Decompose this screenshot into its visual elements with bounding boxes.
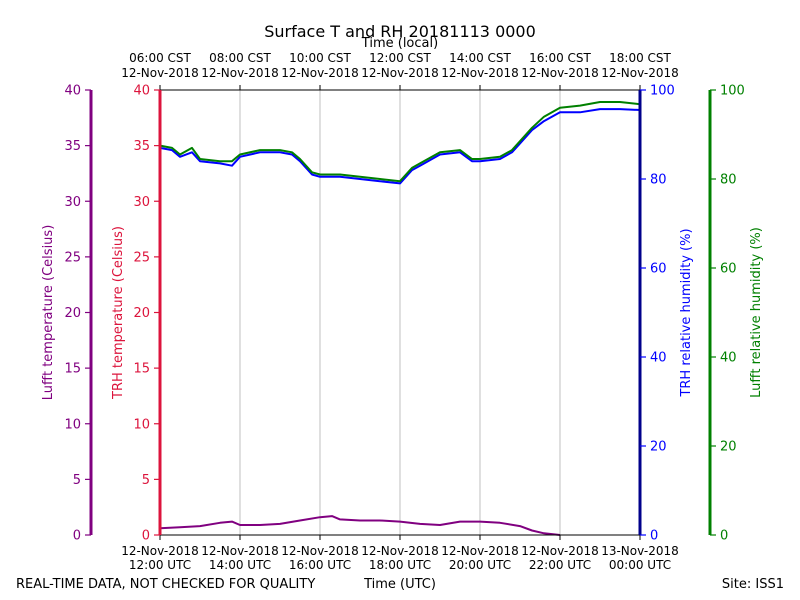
x-bottom-tick-date: 13-Nov-2018 bbox=[601, 544, 679, 558]
y-tick-label-trh_rh: 80 bbox=[650, 173, 667, 188]
x-top-tick-time: 16:00 CST bbox=[529, 51, 591, 65]
x-bottom-tick-time: 14:00 UTC bbox=[209, 558, 271, 572]
y-tick-label-trh_temp: 0 bbox=[142, 529, 150, 544]
y-tick-label-lufft_rh: 40 bbox=[720, 351, 737, 366]
quality-disclaimer: REAL-TIME DATA, NOT CHECKED FOR QUALITY bbox=[16, 577, 315, 592]
x-top-tick-time: 10:00 CST bbox=[289, 51, 351, 65]
y-tick-label-lufft_temp: 40 bbox=[64, 84, 81, 99]
y-axis-label-trh_rh: TRH relative humidity (%) bbox=[679, 228, 694, 397]
x-bottom-tick-time: 12:00 UTC bbox=[129, 558, 191, 572]
x-top-tick-time: 18:00 CST bbox=[609, 51, 671, 65]
y-axis-label-lufft_rh: Lufft relative humidity (%) bbox=[749, 227, 764, 398]
series-line-trh_rh bbox=[159, 108, 641, 185]
y-axis-label-lufft_temp: Lufft temperature (Celsius) bbox=[41, 225, 56, 401]
y-tick-label-trh_rh: 20 bbox=[650, 440, 667, 455]
x-bottom-tick-time: 00:00 UTC bbox=[609, 558, 671, 572]
y-tick-label-lufft_rh: 60 bbox=[720, 262, 737, 277]
y-tick-label-lufft_rh: 0 bbox=[720, 529, 728, 544]
series-line-lufft_temp bbox=[159, 515, 561, 536]
y-tick-label-lufft_temp: 5 bbox=[73, 473, 81, 488]
y-tick-label-trh_temp: 40 bbox=[133, 84, 150, 99]
y-tick-label-lufft_temp: 15 bbox=[64, 362, 81, 377]
grid-layer bbox=[239, 90, 561, 535]
x-bottom-tick-date: 12-Nov-2018 bbox=[441, 544, 519, 558]
x-top-tick-date: 12-Nov-2018 bbox=[361, 66, 439, 80]
y-tick-label-trh_temp: 20 bbox=[133, 306, 150, 321]
x-bottom-tick-date: 12-Nov-2018 bbox=[201, 544, 279, 558]
y-tick-label-trh_rh: 0 bbox=[650, 529, 658, 544]
y-tick-label-lufft_rh: 20 bbox=[720, 440, 737, 455]
x-bottom-tick-date: 12-Nov-2018 bbox=[281, 544, 359, 558]
y-tick-label-trh_temp: 10 bbox=[133, 417, 150, 432]
series-layer bbox=[159, 101, 641, 536]
x-bottom-tick-time: 18:00 UTC bbox=[369, 558, 431, 572]
y-tick-label-lufft_temp: 35 bbox=[64, 139, 81, 154]
y-tick-label-lufft_temp: 25 bbox=[64, 250, 81, 265]
y-tick-label-trh_temp: 5 bbox=[142, 473, 150, 488]
y-tick-label-lufft_rh: 80 bbox=[720, 173, 737, 188]
y-tick-label-trh_temp: 25 bbox=[133, 250, 150, 265]
x-top-tick-time: 08:00 CST bbox=[209, 51, 271, 65]
y-tick-label-lufft_temp: 30 bbox=[64, 195, 81, 210]
x-top-tick-date: 12-Nov-2018 bbox=[441, 66, 519, 80]
y-tick-label-lufft_temp: 10 bbox=[64, 417, 81, 432]
y-tick-label-lufft_rh: 100 bbox=[720, 84, 745, 99]
y-tick-label-trh_rh: 100 bbox=[650, 84, 675, 99]
y-tick-label-trh_rh: 60 bbox=[650, 262, 667, 277]
x-bottom-tick-time: 20:00 UTC bbox=[449, 558, 511, 572]
top-axis-label: Time (local) bbox=[361, 36, 438, 51]
x-top-tick-date: 12-Nov-2018 bbox=[601, 66, 679, 80]
y-tick-label-lufft_temp: 20 bbox=[64, 306, 81, 321]
x-top-tick-time: 12:00 CST bbox=[369, 51, 431, 65]
y-tick-label-trh_temp: 15 bbox=[133, 362, 150, 377]
y-tick-label-trh_temp: 35 bbox=[133, 139, 150, 154]
x-top-tick-date: 12-Nov-2018 bbox=[121, 66, 199, 80]
y-tick-label-trh_rh: 40 bbox=[650, 351, 667, 366]
x-top-tick-date: 12-Nov-2018 bbox=[201, 66, 279, 80]
x-top-tick-date: 12-Nov-2018 bbox=[521, 66, 599, 80]
bottom-axis-label: Time (UTC) bbox=[363, 577, 436, 592]
y-axis-label-trh_temp: TRH temperature (Celsius) bbox=[111, 226, 126, 400]
series-line-lufft_rh bbox=[159, 101, 641, 183]
y-tick-label-lufft_temp: 0 bbox=[73, 529, 81, 544]
x-top-tick-date: 12-Nov-2018 bbox=[281, 66, 359, 80]
x-bottom-tick-date: 12-Nov-2018 bbox=[121, 544, 199, 558]
y-tick-label-trh_temp: 30 bbox=[133, 195, 150, 210]
x-top-tick-time: 06:00 CST bbox=[129, 51, 191, 65]
x-bottom-tick-time: 16:00 UTC bbox=[289, 558, 351, 572]
x-bottom-tick-time: 22:00 UTC bbox=[529, 558, 591, 572]
x-top-tick-time: 14:00 CST bbox=[449, 51, 511, 65]
x-bottom-tick-date: 12-Nov-2018 bbox=[361, 544, 439, 558]
x-bottom-tick-date: 12-Nov-2018 bbox=[521, 544, 599, 558]
site-label: Site: ISS1 bbox=[722, 577, 784, 592]
chart-title: Surface T and RH 20181113 0000 bbox=[264, 22, 536, 41]
